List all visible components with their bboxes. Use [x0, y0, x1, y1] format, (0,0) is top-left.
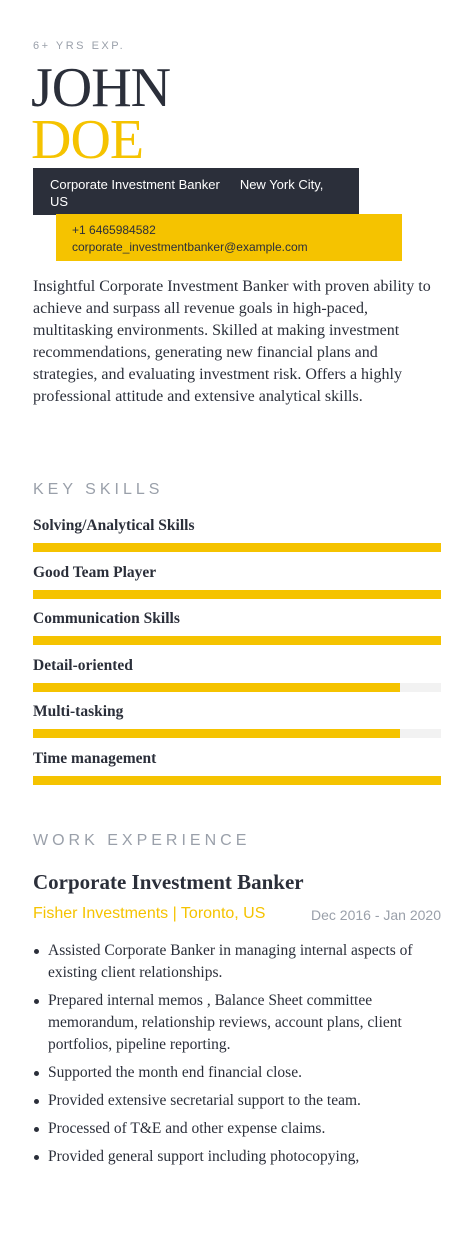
skill-name: Multi-tasking: [33, 703, 124, 720]
summary: Insightful Corporate Investment Banker w…: [33, 278, 431, 405]
bullet: Supported the month end financial close.: [33, 1062, 428, 1084]
skill-track: [33, 636, 441, 645]
skill-bar: [33, 729, 401, 738]
first-name: JOHN: [31, 57, 171, 119]
job-bullets: Assisted Corporate Banker in managing in…: [33, 940, 428, 1174]
experience-years: 6+ YRS EXP.: [33, 40, 126, 52]
skill: Multi-tasking: [33, 703, 441, 738]
skill-bar: [33, 636, 441, 645]
skill: Communication Skills: [33, 610, 441, 645]
skill-track: [33, 543, 441, 552]
skill-bar: [33, 775, 441, 785]
skill-track: [33, 729, 441, 738]
section-heading: WORK EXPERIENCE: [33, 832, 251, 849]
phone: +1 6465984582: [72, 223, 156, 237]
bullet: Processed of T&E and other expense claim…: [33, 1118, 428, 1140]
skill-name: Solving/Analytical Skills: [33, 517, 195, 534]
skill-name: Time management: [33, 749, 157, 767]
skill-name: Detail-oriented: [33, 656, 133, 674]
job-position: Corporate Investment Banker: [33, 870, 304, 894]
job-title: Corporate Investment Banker: [50, 177, 220, 192]
skill-track: [33, 775, 441, 785]
last-name: DOE: [31, 109, 144, 171]
bullet: Prepared internal memos , Balance Sheet …: [33, 990, 428, 1056]
job-dates: Dec 2016 - Jan 2020: [311, 907, 441, 923]
skill-bar: [33, 543, 441, 552]
skill-track: [33, 589, 441, 599]
contact-box: +1 6465984582 corporate_investmentbanker@…: [56, 214, 402, 261]
skill-bar: [33, 682, 401, 692]
section-heading: KEY SKILLS: [33, 481, 164, 498]
email: corporate_investmentbanker@example.com: [72, 240, 308, 254]
skill: Detail-oriented: [33, 657, 441, 692]
skill-name: Communication Skills: [33, 610, 180, 627]
skill: Solving/Analytical Skills: [33, 517, 441, 552]
bullet: Provided extensive secretarial support t…: [33, 1090, 428, 1112]
skill: Good Team Player: [33, 564, 441, 599]
title-box: Corporate Investment Banker New York City…: [33, 168, 359, 215]
skill: Time management: [33, 750, 441, 785]
bullet: Assisted Corporate Banker in managing in…: [33, 940, 428, 984]
skill-name: Good Team Player: [33, 563, 157, 581]
location: New York City, US: [50, 177, 324, 209]
bullet: Provided general support including photo…: [33, 1146, 428, 1168]
skill-track: [33, 682, 441, 692]
company: Fisher Investments | Toronto, US: [33, 905, 266, 922]
skill-bar: [33, 589, 441, 599]
